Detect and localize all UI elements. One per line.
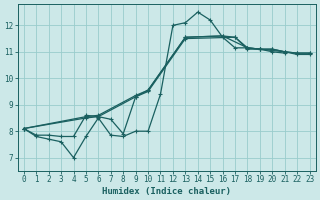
X-axis label: Humidex (Indice chaleur): Humidex (Indice chaleur) (102, 187, 231, 196)
